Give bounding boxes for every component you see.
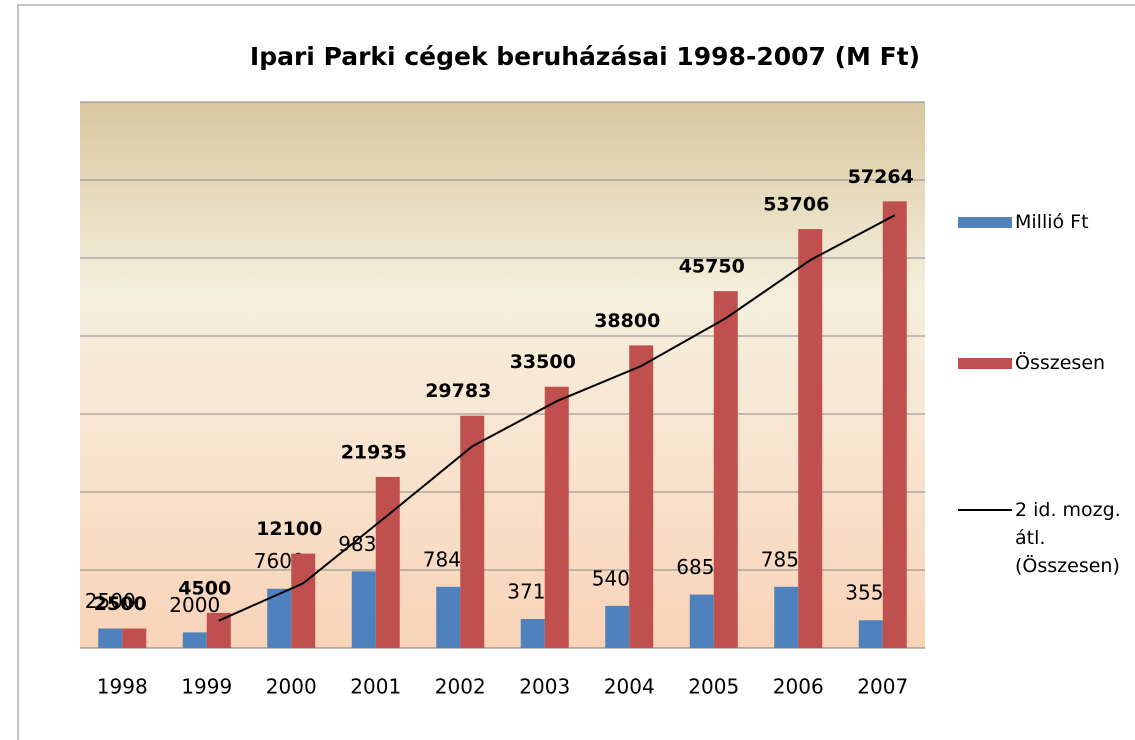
- data-label: 38800: [594, 310, 660, 332]
- bar: [713, 291, 738, 648]
- x-tick-label: 1999: [181, 675, 232, 699]
- x-tick-label: 2001: [350, 675, 401, 699]
- legend-swatch: [958, 217, 1012, 228]
- bar: [544, 386, 569, 648]
- x-tick-label: 1998: [97, 675, 148, 699]
- legend-entry: 2 id. mozg. átl. (Összesen): [958, 496, 1135, 580]
- bar: [122, 628, 147, 648]
- data-label: 53706: [763, 194, 829, 216]
- bar: [267, 588, 292, 648]
- bar: [291, 553, 316, 648]
- data-label: 12100: [256, 518, 322, 540]
- x-tick-label: 2002: [435, 675, 486, 699]
- bar: [460, 415, 485, 648]
- bar: [858, 620, 883, 648]
- data-label: 2500: [94, 593, 147, 615]
- bar: [436, 586, 461, 648]
- chart-title: Ipari Parki cégek beruházásai 1998-2007 …: [250, 42, 920, 71]
- bar: [605, 605, 630, 648]
- x-tick-label: 2006: [773, 675, 824, 699]
- bar: [689, 594, 714, 648]
- data-label: 21935: [341, 441, 407, 463]
- data-label: 33500: [510, 351, 576, 373]
- legend-swatch: [958, 358, 1012, 369]
- x-tick-label: 2004: [604, 675, 655, 699]
- legend-label: 2 id. mozg. átl. (Összesen): [1015, 499, 1121, 577]
- legend-label: Millió Ft: [1015, 211, 1089, 233]
- bar: [206, 612, 231, 648]
- legend-swatch: [958, 509, 1012, 511]
- bar: [182, 632, 207, 648]
- bar: [798, 229, 823, 648]
- data-label: 57264: [848, 166, 914, 188]
- trend-line: [218, 214, 896, 622]
- bar: [882, 201, 907, 648]
- plot-area: [80, 102, 925, 648]
- data-label: 2500: [85, 589, 136, 613]
- bar: [629, 345, 654, 648]
- x-tick-label: 2007: [857, 675, 908, 699]
- legend-entry: Összesen: [958, 349, 1135, 377]
- data-label: 45750: [679, 256, 745, 278]
- bar: [98, 628, 123, 648]
- data-label: 4500: [178, 577, 231, 599]
- legend-entry: Millió Ft: [958, 208, 1135, 236]
- bar: [774, 586, 799, 648]
- x-tick-label: 2005: [688, 675, 739, 699]
- x-tick-label: 2000: [266, 675, 317, 699]
- bar: [351, 571, 376, 648]
- x-tick-label: 2003: [519, 675, 570, 699]
- bar: [520, 619, 545, 648]
- bar: [375, 476, 400, 648]
- data-label: 29783: [425, 380, 491, 402]
- legend-label: Összesen: [1015, 352, 1106, 374]
